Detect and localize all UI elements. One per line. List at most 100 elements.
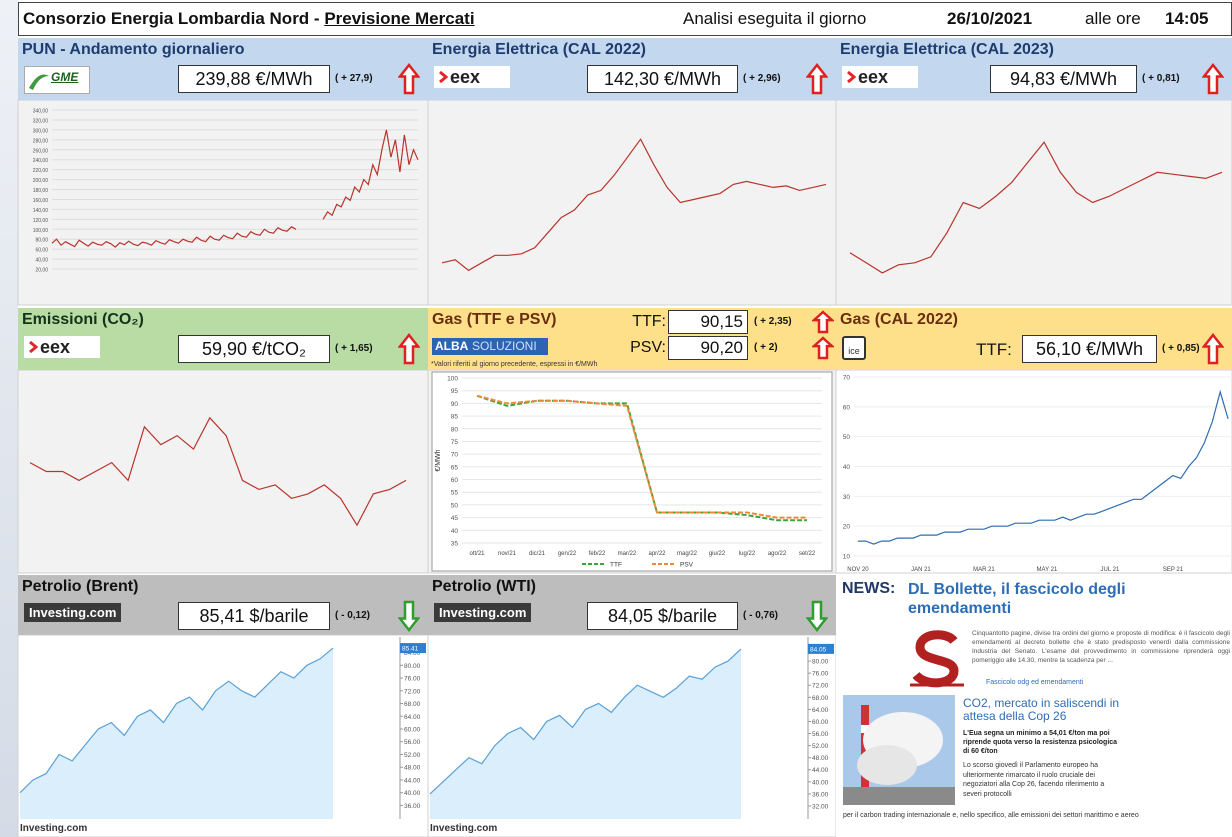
y-tick-label: 76.00 xyxy=(404,676,421,683)
y-tick-label: 100 xyxy=(447,376,458,383)
logo-investing: Investing.com xyxy=(434,603,532,622)
x-tick-label: MAR 21 xyxy=(973,567,995,573)
y-tick-label: 75 xyxy=(451,439,459,446)
logo-text: eex xyxy=(40,337,71,357)
y-tick-label: 44.00 xyxy=(812,767,829,774)
panel-title: PUN - Andamento giornaliero xyxy=(22,41,245,58)
last-value-label: 85.41 xyxy=(402,646,419,653)
chart-background xyxy=(17,99,429,306)
y-tick-label: 44.00 xyxy=(404,777,421,784)
y-tick-label: 20,00 xyxy=(35,268,48,274)
y-tick-label: 65 xyxy=(451,464,459,471)
news-image xyxy=(843,695,955,805)
watermark: Investing.com xyxy=(20,823,87,834)
price: 56,10 €/MWh xyxy=(1022,335,1157,363)
y-tick-label: 80,00 xyxy=(35,238,48,244)
y-tick-label: 260,00 xyxy=(33,148,49,154)
y-tick-label: 55 xyxy=(451,490,459,497)
price: 239,88 €/MWh xyxy=(178,65,330,93)
y-tick-label: 84.00 xyxy=(404,650,421,657)
y-tick-label: 68.00 xyxy=(812,695,829,702)
run-date: 26/10/2021 xyxy=(947,9,1033,28)
y-tick-label: 100,00 xyxy=(33,228,49,234)
y-tick-label: 85 xyxy=(451,414,459,421)
watermark: Investing.com xyxy=(430,823,497,834)
news-link[interactable]: Fascicolo odg ed emendamenti xyxy=(986,679,1084,686)
panel-title: Emissioni (CO₂) xyxy=(22,311,144,328)
change: ( + 27,9) xyxy=(335,73,373,84)
panel-title: Petrolio (Brent) xyxy=(22,578,139,595)
change: ( + 2,96) xyxy=(743,73,781,84)
x-tick-label: JUL 21 xyxy=(1101,567,1120,573)
x-tick-label: SEP 21 xyxy=(1163,567,1184,573)
last-value-label: 84.05 xyxy=(810,646,827,653)
x-tick-label: set/22 xyxy=(799,551,816,557)
logo-investing: Investing.com xyxy=(24,603,122,622)
y-tick-label: 52.00 xyxy=(812,743,829,750)
logo-icon xyxy=(29,74,49,90)
arrow-shape xyxy=(806,600,828,632)
x-tick-label: lug/22 xyxy=(739,551,756,557)
y-tick-label: 200,00 xyxy=(33,178,49,184)
logo-text: eex xyxy=(858,67,889,87)
x-tick-label: JAN 21 xyxy=(911,567,931,573)
y-tick-label: 76.00 xyxy=(812,671,829,678)
quote-price: 90,20 xyxy=(668,336,748,360)
news-title[interactable]: DL Bollette, il fascicolo degli emendame… xyxy=(908,581,1126,617)
trend-arrow xyxy=(806,600,828,632)
line xyxy=(29,416,407,527)
y-tick-label: 40.00 xyxy=(404,790,421,797)
y-tick-label: 160,00 xyxy=(33,198,49,204)
y-tick-label: 56.00 xyxy=(404,739,421,746)
price: 142,30 €/MWh xyxy=(587,65,738,93)
y-tick-label: 50 xyxy=(451,502,459,509)
price: 84,05 $/barile xyxy=(587,602,738,630)
logo-alba: ALBA SOLUZIONI xyxy=(432,338,548,355)
y-tick-label: 45 xyxy=(451,515,459,522)
chart-background xyxy=(427,99,837,306)
org: Consorzio Energia Lombardia Nord - Previ… xyxy=(23,9,475,29)
change: ( - 0,76) xyxy=(743,610,779,621)
line xyxy=(476,394,807,519)
logo-eex: eex xyxy=(842,66,918,88)
x-tick-label: apr/22 xyxy=(648,551,666,557)
y-tick-label: 320,00 xyxy=(33,118,49,124)
legend-label: TTF xyxy=(610,562,622,569)
arrow-shape xyxy=(1202,63,1224,95)
arrow-shape xyxy=(398,600,420,632)
logo-chevron-icon xyxy=(29,340,38,354)
y-tick-label: 35 xyxy=(451,541,459,548)
chevron xyxy=(847,70,856,84)
arrow-shape xyxy=(1202,333,1224,365)
panel-header: Petrolio (WTI) Investing.com 84,05 $/baril… xyxy=(428,575,836,635)
change: ( + 0,85) xyxy=(1162,343,1200,354)
chevron xyxy=(439,70,448,84)
y-tick-label: 60.00 xyxy=(404,727,421,734)
panel-header: Gas (CAL 2022) ice TTF: 56,10 €/MWh ( + 0,85… xyxy=(836,308,1232,370)
logo-eex: eex xyxy=(434,66,510,88)
panel-header: Emissioni (CO₂) eex 59,90 €/tCO₂ ( + 1,65) xyxy=(18,308,428,370)
quote-price: 90,15 xyxy=(668,310,748,334)
logo-text: SOLUZIONI xyxy=(472,339,537,353)
area xyxy=(430,648,741,819)
y-tick-label: 220,00 xyxy=(33,168,49,174)
panel-header: Gas (TTF e PSV) ALBA SOLUZIONI TTF: 90,15 ( +… xyxy=(428,308,836,370)
y-tick-label: 95 xyxy=(451,388,459,395)
x-tick-label: ott/21 xyxy=(469,551,485,557)
logo-text: eex xyxy=(450,67,481,87)
y-tick-label: 68.00 xyxy=(404,701,421,708)
line xyxy=(857,389,1229,545)
trend-arrow xyxy=(812,310,834,334)
y-tick-label: 70 xyxy=(451,452,459,459)
y-tick-label: 72.00 xyxy=(404,688,421,695)
line xyxy=(19,647,334,794)
y-tick-label: 60 xyxy=(451,477,459,484)
y-tick-label: 70 xyxy=(843,374,851,381)
news-title[interactable]: CO2, mercato in saliscendi in attesa del… xyxy=(963,696,1120,723)
panel-title: Gas (TTF e PSV) xyxy=(432,311,557,328)
y-tick-label: 64.00 xyxy=(812,707,829,714)
y-tick-label: 300,00 xyxy=(33,128,49,134)
y-tick-label: 32.00 xyxy=(812,803,829,810)
y-tick-label: 72.00 xyxy=(812,683,829,690)
